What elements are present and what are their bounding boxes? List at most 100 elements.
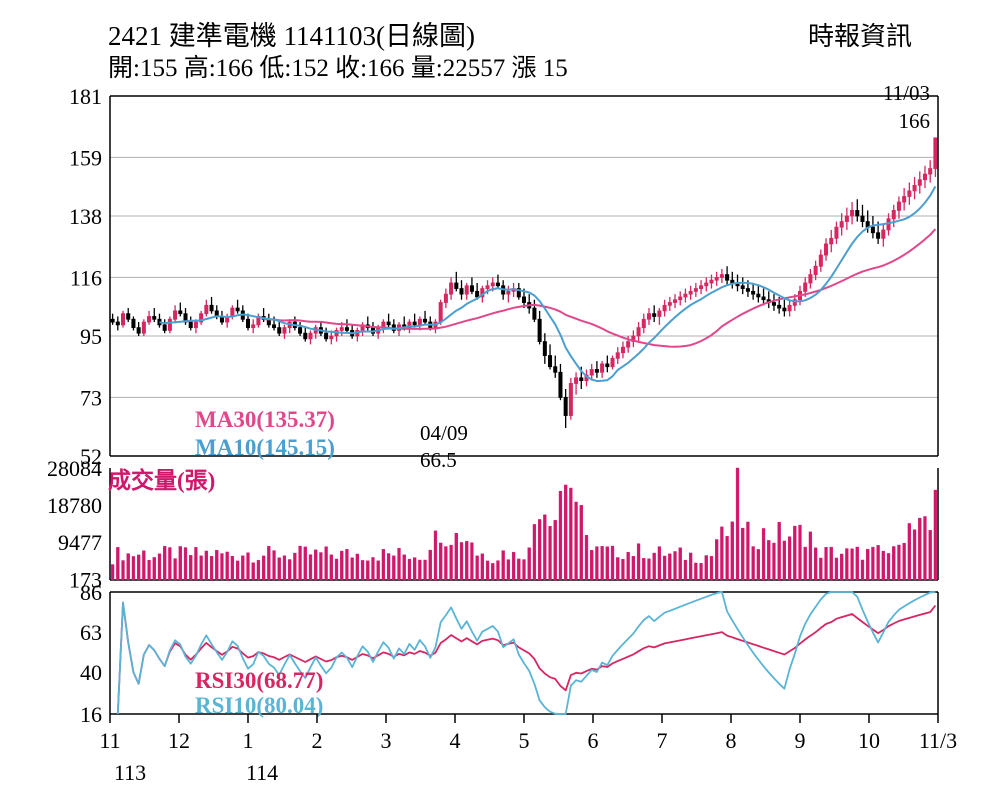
volume-bar <box>157 553 162 581</box>
year-label-114: 114 <box>246 760 278 785</box>
volume-bar <box>605 546 609 581</box>
rsi-axis-tick: 86 <box>80 580 102 605</box>
volume-bar <box>699 563 703 581</box>
volume-bar <box>662 555 667 581</box>
candle-body <box>881 229 886 239</box>
x-axis-tick: 3 <box>381 728 392 753</box>
candle-body <box>902 196 907 203</box>
rsi10-legend: RSI10(80.04) <box>195 693 323 718</box>
volume-bar <box>381 549 386 581</box>
candle-body <box>714 276 719 281</box>
candle-body <box>751 290 756 295</box>
volume-bar <box>506 559 511 581</box>
volume-bar <box>892 546 896 581</box>
price-axis-tick: 52 <box>80 444 102 469</box>
volume-bar <box>876 545 880 581</box>
low-date-annotation: 04/09 <box>420 421 468 445</box>
candle-body <box>469 285 474 292</box>
volume-bar <box>511 551 516 581</box>
candle-body <box>579 377 584 382</box>
candle-body <box>600 363 605 373</box>
volume-bar <box>866 548 870 581</box>
candle-body <box>620 346 625 354</box>
candle-body <box>725 274 730 281</box>
volume-bar <box>652 552 656 581</box>
volume-bar <box>230 556 235 581</box>
volume-axis-tick: 9477 <box>58 530 102 555</box>
volume-bar <box>407 558 412 581</box>
volume-bar <box>235 560 240 581</box>
volume-bar <box>522 559 526 581</box>
volume-bar <box>626 552 630 581</box>
candle-body <box>589 369 594 376</box>
volume-bar <box>850 548 854 581</box>
candle-body <box>563 396 568 416</box>
candle-body <box>771 302 776 306</box>
candle-body <box>928 168 933 175</box>
rsi-axis-tick: 40 <box>80 660 102 685</box>
volume-bar <box>746 521 750 581</box>
ma30-line <box>263 228 937 348</box>
candle-body <box>272 324 277 329</box>
volume-bar <box>199 555 203 581</box>
candle-body <box>126 313 131 320</box>
candle-body <box>121 313 126 326</box>
x-axis-tick: 9 <box>795 728 806 753</box>
volume-bar <box>334 558 339 581</box>
volume-bar <box>772 542 776 581</box>
volume-bar <box>402 554 406 581</box>
candle-body <box>605 363 610 368</box>
volume-bar <box>501 550 505 581</box>
volume-bar <box>152 557 156 581</box>
volume-bar <box>418 559 422 581</box>
candle-body <box>204 304 209 315</box>
volume-bar <box>137 554 141 581</box>
volume-bar <box>110 564 115 581</box>
candle-body <box>152 316 157 320</box>
candle-body <box>688 290 693 295</box>
volume-bar <box>251 562 255 581</box>
candle-body <box>574 377 579 384</box>
candle-body <box>678 296 683 301</box>
low-price-annotation: 66.5 <box>420 448 457 472</box>
volume-bar <box>761 528 766 581</box>
quote-line: 開:155 高:166 低:152 收:166 量:22557 漲 15 <box>108 55 568 82</box>
candle-body <box>699 285 704 289</box>
volume-title: 成交量(張) <box>108 467 215 493</box>
volume-bar <box>715 539 719 581</box>
candle-body <box>464 285 469 295</box>
volume-bar <box>371 557 375 581</box>
candle-body <box>506 290 511 295</box>
x-axis-tick: 8 <box>726 728 737 753</box>
volume-bar <box>590 550 594 581</box>
candle-body <box>558 371 563 398</box>
candle-body <box>495 282 500 287</box>
volume-bar <box>496 560 500 581</box>
volume-bar <box>720 526 724 581</box>
volume-bar <box>767 540 771 581</box>
candle-body <box>459 288 464 295</box>
rsi30-legend: RSI30(68.77) <box>195 668 323 693</box>
volume-bar <box>413 557 417 581</box>
volume-bar <box>933 489 938 581</box>
x-axis-tick: 12 <box>168 728 190 753</box>
volume-bar <box>168 547 172 581</box>
volume-bar <box>485 560 490 581</box>
candle-body <box>876 232 881 239</box>
candle-body <box>709 279 714 284</box>
candle-body <box>443 293 448 303</box>
candle-body <box>193 321 198 329</box>
candle-body <box>521 296 527 303</box>
candle-body <box>162 324 167 331</box>
candle-body <box>490 282 495 287</box>
candle-body <box>147 316 152 323</box>
candle-body <box>855 210 860 217</box>
candle-body <box>652 313 657 317</box>
volume-bar <box>449 544 453 581</box>
volume-bar <box>459 542 464 581</box>
volume-bar <box>782 540 787 581</box>
volume-bar <box>350 557 354 581</box>
candle-body <box>251 324 256 329</box>
volume-bar <box>340 550 344 581</box>
volume-bar <box>277 557 281 581</box>
